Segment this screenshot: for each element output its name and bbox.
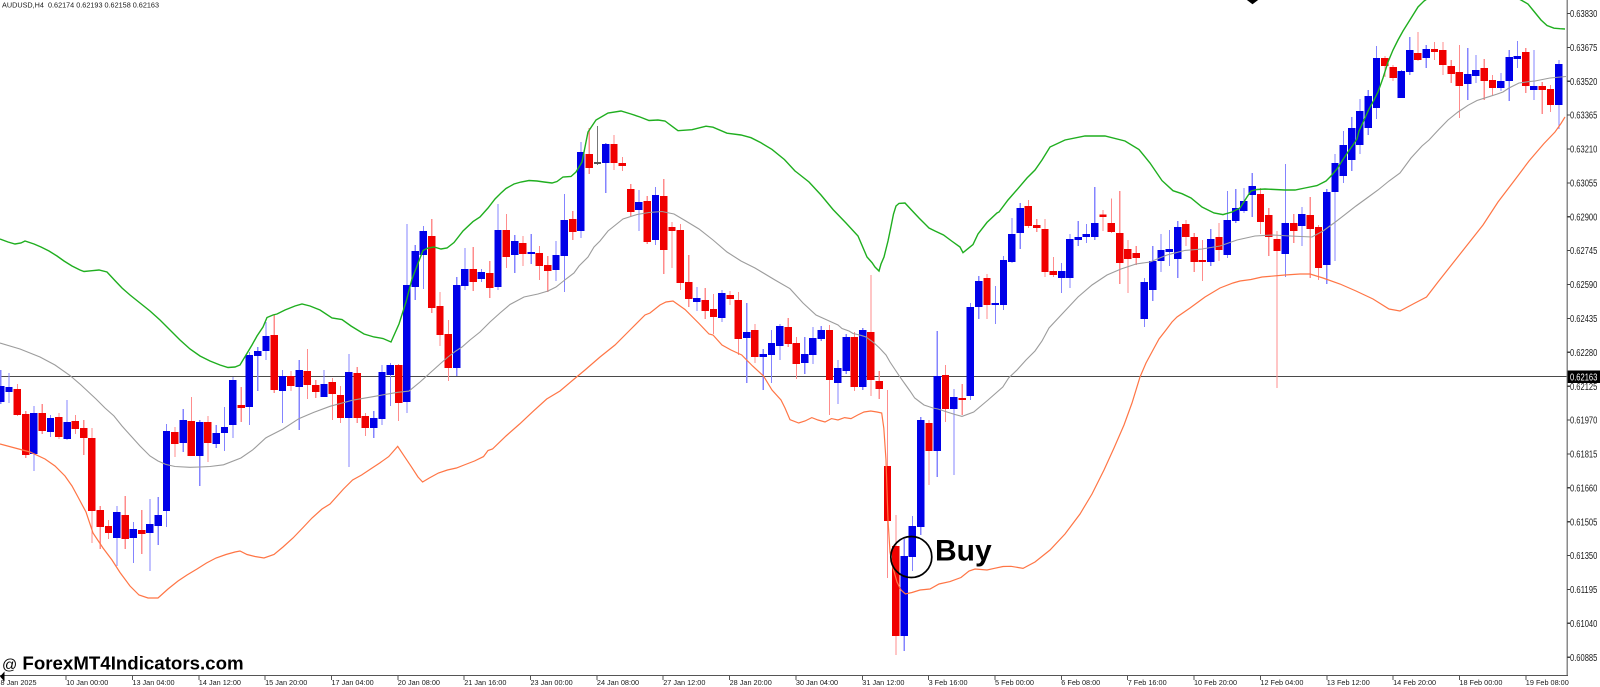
svg-text:28 Jan 20:00: 28 Jan 20:00 <box>730 678 772 687</box>
svg-text:Buy: Buy <box>935 535 992 568</box>
svg-text:6 Feb 08:00: 6 Feb 08:00 <box>1061 678 1100 687</box>
svg-text:3 Feb 16:00: 3 Feb 16:00 <box>929 678 968 687</box>
svg-text:14 Jan 12:00: 14 Jan 12:00 <box>199 678 241 687</box>
svg-text:0.61040: 0.61040 <box>1570 619 1598 630</box>
svg-text:19 Feb 08:00: 19 Feb 08:00 <box>1526 678 1569 687</box>
svg-text:@ ForexMT4Indicators.com: @ ForexMT4Indicators.com <box>2 652 244 673</box>
svg-text:12 Feb 04:00: 12 Feb 04:00 <box>1260 678 1303 687</box>
svg-text:17 Jan 04:00: 17 Jan 04:00 <box>332 678 374 687</box>
svg-text:0.62163: 0.62163 <box>1570 373 1598 384</box>
svg-text:0.62590: 0.62590 <box>1570 280 1598 291</box>
svg-text:0.61505: 0.61505 <box>1570 517 1598 528</box>
svg-text:27 Jan 12:00: 27 Jan 12:00 <box>663 678 705 687</box>
svg-text:8 Jan 2025: 8 Jan 2025 <box>1 678 37 687</box>
svg-text:0.61970: 0.61970 <box>1570 416 1598 427</box>
svg-text:20 Jan 08:00: 20 Jan 08:00 <box>398 678 440 687</box>
svg-text:7 Feb 16:00: 7 Feb 16:00 <box>1128 678 1167 687</box>
svg-text:24 Jan 08:00: 24 Jan 08:00 <box>597 678 639 687</box>
svg-text:10 Feb 20:00: 10 Feb 20:00 <box>1194 678 1237 687</box>
svg-text:0.63055: 0.63055 <box>1570 179 1598 190</box>
svg-text:0.62435: 0.62435 <box>1570 314 1598 325</box>
svg-text:30 Jan 04:00: 30 Jan 04:00 <box>796 678 838 687</box>
svg-text:0.62900: 0.62900 <box>1570 212 1598 223</box>
svg-text:0.63520: 0.63520 <box>1570 77 1598 88</box>
svg-text:0.61660: 0.61660 <box>1570 483 1598 494</box>
svg-text:13 Feb 12:00: 13 Feb 12:00 <box>1327 678 1370 687</box>
svg-text:0.61815: 0.61815 <box>1570 450 1598 461</box>
svg-text:15 Jan 20:00: 15 Jan 20:00 <box>265 678 307 687</box>
svg-text:0.63675: 0.63675 <box>1570 43 1598 54</box>
svg-text:0.63830: 0.63830 <box>1570 9 1598 20</box>
svg-text:23 Jan 00:00: 23 Jan 00:00 <box>531 678 573 687</box>
svg-text:0.61350: 0.61350 <box>1570 551 1598 562</box>
svg-text:31 Jan 12:00: 31 Jan 12:00 <box>862 678 904 687</box>
svg-text:0.62280: 0.62280 <box>1570 348 1598 359</box>
svg-text:0.63365: 0.63365 <box>1570 111 1598 122</box>
svg-text:0.63210: 0.63210 <box>1570 145 1598 156</box>
svg-text:5 Feb 00:00: 5 Feb 00:00 <box>995 678 1034 687</box>
svg-text:14 Feb 20:00: 14 Feb 20:00 <box>1393 678 1436 687</box>
svg-text:0.62745: 0.62745 <box>1570 246 1598 257</box>
svg-text:0.60885: 0.60885 <box>1570 653 1598 664</box>
svg-text:13 Jan 04:00: 13 Jan 04:00 <box>132 678 174 687</box>
svg-text:0.62125: 0.62125 <box>1570 382 1598 393</box>
svg-text:10 Jan 00:00: 10 Jan 00:00 <box>66 678 108 687</box>
svg-text:0.61195: 0.61195 <box>1570 585 1598 596</box>
svg-text:21 Jan 16:00: 21 Jan 16:00 <box>464 678 506 687</box>
svg-text:AUDUSD,H4 0.62174 0.62193 0.6: AUDUSD,H4 0.62174 0.62193 0.62158 0.6216… <box>2 1 159 10</box>
svg-text:18 Feb 00:00: 18 Feb 00:00 <box>1459 678 1502 687</box>
